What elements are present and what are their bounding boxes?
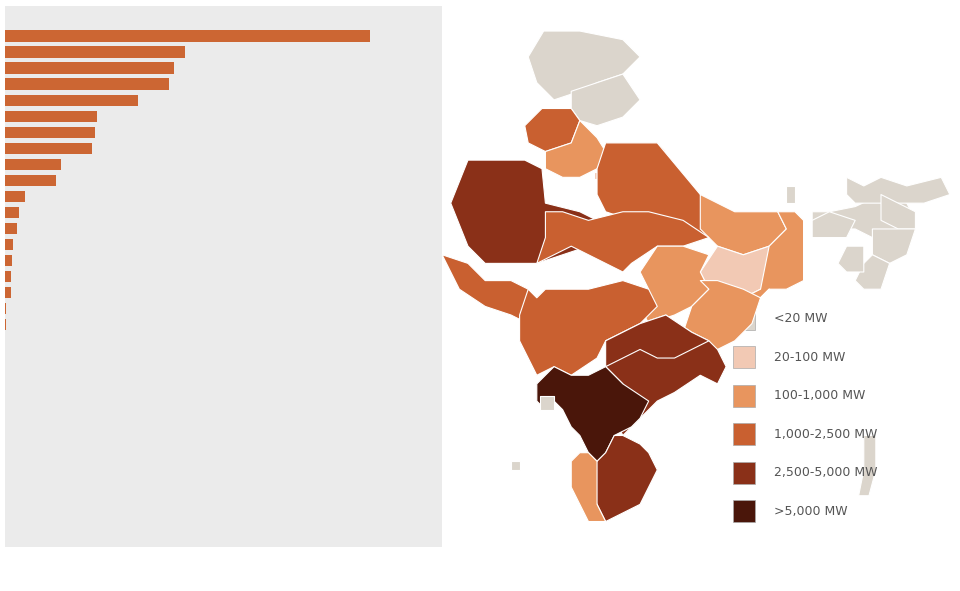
Bar	[5, 303, 7, 314]
Bar	[733, 385, 756, 407]
Bar	[5, 95, 138, 106]
Bar	[5, 255, 12, 266]
Text: 2,500-5,000 MW: 2,500-5,000 MW	[774, 466, 877, 479]
Text: <20 MW: <20 MW	[774, 312, 828, 325]
Bar	[5, 223, 16, 234]
Text: >5,000 MW: >5,000 MW	[774, 505, 848, 518]
Text: 1,000-2,500 MW: 1,000-2,500 MW	[774, 428, 877, 441]
Bar	[5, 239, 12, 250]
Bar	[5, 158, 61, 170]
Bar	[5, 190, 25, 202]
Bar	[733, 423, 756, 445]
Text: 100-1,000 MW: 100-1,000 MW	[774, 389, 865, 402]
Bar	[5, 271, 12, 282]
Text: 20-100 MW: 20-100 MW	[774, 350, 845, 363]
Bar	[5, 31, 370, 42]
Bar	[5, 79, 169, 90]
Bar	[733, 346, 756, 368]
Bar	[733, 500, 756, 522]
Bar	[5, 63, 175, 74]
Bar	[5, 287, 11, 298]
Bar	[5, 142, 92, 154]
Bar	[5, 111, 97, 122]
Bar	[733, 462, 756, 484]
Bar	[5, 206, 19, 218]
Bar	[5, 319, 6, 330]
Text: Source: Mercom India Research (Dec 2018): Source: Mercom India Research (Dec 2018)	[295, 562, 665, 577]
Bar	[733, 307, 756, 330]
Bar	[5, 174, 57, 186]
Bar	[5, 47, 184, 58]
Bar	[5, 126, 95, 138]
